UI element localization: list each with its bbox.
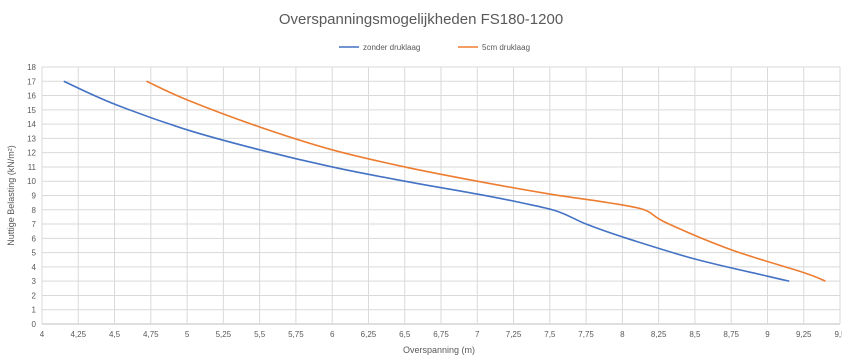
y-tick-label: 1 [32,306,37,315]
x-tick-label: 8,5 [689,330,701,339]
x-tick-label: 5,25 [216,330,232,339]
y-tick-label: 9 [32,192,37,201]
legend-label: 5cm druklaag [482,43,530,52]
series-line-2 [146,80,826,282]
series-lines [63,80,826,282]
x-tick-label: 4,75 [143,330,159,339]
y-tick-label: 13 [27,134,36,143]
x-tick-label: 7,5 [544,330,556,339]
y-tick-label: 5 [32,249,37,258]
series-line-1 [63,80,790,282]
y-tick-label: 2 [32,291,37,300]
y-tick-label: 7 [32,220,37,229]
x-tick-label: 8 [620,330,625,339]
y-tick-label: 16 [27,92,36,101]
y-tick-label: 8 [32,206,37,215]
x-tick-label: 9,25 [796,330,812,339]
y-tick-label: 18 [27,63,36,72]
x-tick-label: 8,25 [651,330,667,339]
x-tick-label: 9 [765,330,770,339]
x-tick-label: 5,5 [254,330,266,339]
x-tick-label: 5,75 [288,330,304,339]
y-axis-title: Nuttige Belasting (kN/m²) [6,145,16,246]
x-tick-label: 4 [40,330,45,339]
x-axis-tick-labels: 4 4,25 4,5 4,75 5 5,25 5,5 5,75 6 6,25 6,5 6,75 7 7,2… [40,330,842,339]
x-tick-label: 8,75 [723,330,739,339]
x-tick-label: 6,5 [399,330,411,339]
gridlines [41,66,841,325]
x-tick-label: 6,25 [361,330,377,339]
x-axis-title: Overspanning (m) [403,345,475,355]
y-tick-label: 4 [32,263,37,272]
y-tick-label: 14 [27,120,36,129]
legend-label: zonder druklaag [363,43,420,52]
y-tick-label: 3 [32,277,37,286]
x-tick-label: 7 [475,330,480,339]
x-tick-label: 7,25 [506,330,522,339]
x-tick-label: 7,75 [578,330,594,339]
y-tick-label: 10 [27,177,36,186]
x-tick-label: 6 [330,330,335,339]
x-tick-label: 6,75 [433,330,449,339]
y-tick-label: 15 [27,106,36,115]
y-tick-label: 0 [32,320,37,329]
y-tick-label: 17 [27,77,36,86]
x-tick-label: 4,25 [70,330,86,339]
x-tick-label: 5 [185,330,190,339]
x-tick-label: 4,5 [109,330,121,339]
y-tick-label: 12 [27,149,36,158]
chart-title: Overspanningsmogelijkheden FS180-1200 [279,11,563,28]
y-tick-label: 6 [32,234,37,243]
x-tick-label: 9,5 [834,330,842,339]
legend: zonder druklaag 5cm druklaag [339,43,530,52]
y-tick-label: 11 [28,163,37,172]
